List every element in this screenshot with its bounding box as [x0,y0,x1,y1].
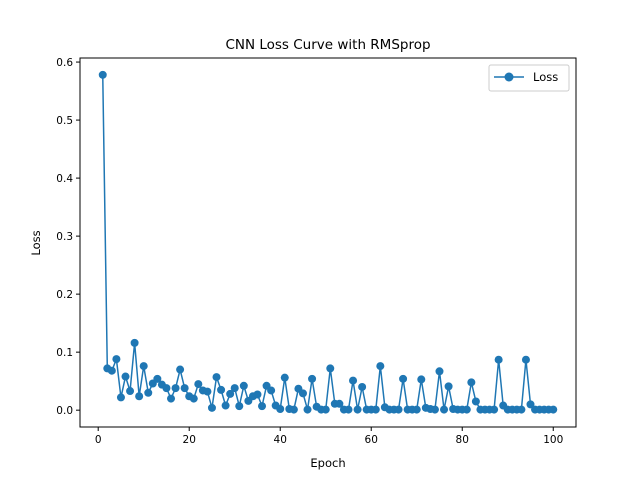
data-point [444,382,453,391]
plot-area [98,70,558,414]
y-tick-label: 0.3 [56,231,73,243]
data-point [376,362,385,371]
data-point [276,405,285,414]
y-tick-label: 0.1 [56,347,73,359]
data-point [494,355,503,364]
data-point [371,405,380,414]
x-tick-label: 100 [543,434,563,446]
y-tick-label: 0.4 [56,173,73,185]
x-tick-label: 0 [95,434,102,446]
data-point [303,405,312,414]
data-point [207,403,216,412]
data-point [521,355,530,364]
data-point [121,372,130,381]
data-point [417,375,426,384]
data-point [116,393,125,402]
data-point [126,387,135,396]
data-point [221,401,230,410]
y-tick-label: 0.0 [56,405,73,417]
data-point [144,388,153,397]
data-point [153,374,162,383]
x-tick-label: 40 [274,434,287,446]
data-point [212,373,221,382]
data-point [253,390,262,399]
data-point [267,386,276,395]
data-point [321,405,330,414]
data-point [107,366,116,375]
data-point [435,367,444,376]
data-point [235,402,244,411]
legend: Loss [488,64,570,92]
data-point [344,405,353,414]
chart-title: CNN Loss Curve with RMSprop [225,37,430,53]
data-point [490,405,499,414]
data-point [549,405,558,414]
data-point [298,389,307,398]
data-point [517,405,526,414]
legend-marker-swatch [504,72,514,82]
data-point [217,385,226,394]
data-point [412,405,421,414]
axes-frame [79,57,577,428]
legend-label-loss: Loss [533,70,558,84]
series-line-loss [102,74,554,411]
data-point [112,355,121,364]
data-point [399,374,408,383]
data-point [467,378,476,387]
data-point [203,387,212,396]
data-point [258,402,267,411]
data-point [349,376,358,385]
data-point [171,384,180,393]
data-point [358,382,367,391]
data-point [326,364,335,373]
x-axis-label: Epoch [310,456,345,470]
data-point [308,374,317,383]
data-point [176,365,185,374]
axis-ticks: 0 20 40 60 80 100 0.0 0.1 0.2 0.3 0.4 0.5 0.6 [56,57,563,446]
data-point [280,373,289,382]
data-point [162,384,171,393]
data-point [440,405,449,414]
y-tick-label: 0.2 [56,289,73,301]
y-axis-label: Loss [29,230,43,255]
data-point [130,338,139,347]
data-point [189,394,198,403]
data-point [335,399,344,408]
data-point [139,362,148,371]
data-point [289,405,298,414]
data-point [353,405,362,414]
data-point [430,405,439,414]
data-point [394,405,403,414]
data-point [230,384,239,393]
data-point [135,392,144,401]
data-point [167,394,176,403]
data-point [226,389,235,398]
data-point [194,380,203,389]
legend-frame [488,64,570,92]
y-tick-label: 0.5 [56,115,73,127]
y-tick-label: 0.6 [56,57,73,69]
data-point [462,405,471,414]
data-point [471,397,480,406]
data-point [526,400,535,409]
data-point [180,384,189,393]
x-tick-label: 20 [183,434,196,446]
data-point [98,70,107,79]
data-point [239,381,248,390]
x-tick-label: 60 [365,434,378,446]
x-tick-label: 80 [456,434,469,446]
